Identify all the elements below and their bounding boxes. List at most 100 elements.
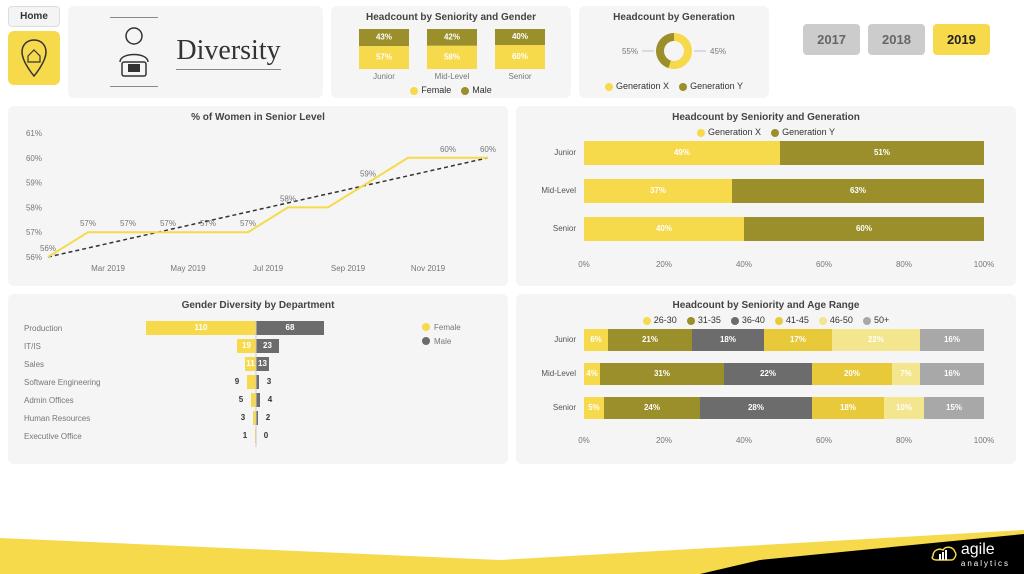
- svg-text:58%: 58%: [26, 203, 42, 212]
- svg-text:49%: 49%: [674, 148, 690, 157]
- svg-text:4%: 4%: [586, 369, 598, 378]
- svg-text:13: 13: [258, 359, 267, 368]
- svg-text:9: 9: [235, 377, 240, 386]
- svg-text:20%: 20%: [656, 260, 672, 269]
- svg-text:60%: 60%: [26, 154, 42, 163]
- avatar-icon: [110, 17, 158, 87]
- svg-text:Senior: Senior: [508, 72, 531, 81]
- svg-text:58%: 58%: [280, 194, 296, 203]
- svg-text:40%: 40%: [656, 224, 672, 233]
- svg-text:110: 110: [195, 323, 208, 332]
- svg-text:3: 3: [267, 377, 272, 386]
- svg-text:Sales: Sales: [24, 360, 44, 369]
- svg-text:37%: 37%: [650, 186, 666, 195]
- svg-text:1: 1: [243, 431, 248, 440]
- svg-text:Nov 2019: Nov 2019: [411, 264, 446, 273]
- svg-text:57%: 57%: [26, 228, 42, 237]
- svg-text:Female: Female: [434, 323, 461, 332]
- svg-text:24%: 24%: [644, 403, 660, 412]
- svg-text:16%: 16%: [944, 335, 960, 344]
- svg-text:57%: 57%: [160, 219, 176, 228]
- svg-text:61%: 61%: [26, 129, 42, 138]
- svg-text:22%: 22%: [868, 335, 884, 344]
- svg-text:43%: 43%: [376, 33, 392, 42]
- svg-text:20%: 20%: [844, 369, 860, 378]
- svg-text:59%: 59%: [26, 179, 42, 188]
- brand-logo: agile analytics: [931, 541, 1010, 568]
- svg-text:0%: 0%: [578, 260, 590, 269]
- svg-text:21%: 21%: [642, 335, 658, 344]
- year-selector: 2017 2018 2019: [777, 6, 1016, 98]
- svg-text:Sep 2019: Sep 2019: [331, 264, 366, 273]
- svg-text:68: 68: [286, 323, 295, 332]
- svg-text:Jul 2019: Jul 2019: [253, 264, 284, 273]
- svg-text:59%: 59%: [360, 170, 376, 179]
- svg-text:40%: 40%: [736, 436, 752, 445]
- seniority-age-legend: 26-3031-3536-4041-4546-5050+: [524, 315, 1008, 325]
- svg-text:60%: 60%: [856, 224, 872, 233]
- svg-text:56%: 56%: [40, 244, 56, 253]
- svg-text:17%: 17%: [790, 335, 806, 344]
- svg-text:4: 4: [268, 395, 273, 404]
- svg-text:0%: 0%: [578, 436, 590, 445]
- svg-text:0: 0: [264, 431, 269, 440]
- svg-text:Mid-Level: Mid-Level: [541, 369, 576, 378]
- year-button-2017[interactable]: 2017: [803, 24, 860, 55]
- svg-text:57%: 57%: [240, 219, 256, 228]
- svg-text:Male: Male: [434, 337, 452, 346]
- home-icon[interactable]: [8, 31, 60, 85]
- gender-dept-chart: Gender Diversity by Department Productio…: [8, 294, 508, 464]
- svg-text:18%: 18%: [840, 403, 856, 412]
- svg-text:60%: 60%: [440, 145, 456, 154]
- svg-text:56%: 56%: [26, 253, 42, 262]
- svg-text:Human Resources: Human Resources: [24, 414, 90, 423]
- svg-text:23: 23: [263, 341, 272, 350]
- generation-legend: Generation XGeneration Y: [587, 81, 761, 91]
- svg-text:Production: Production: [24, 324, 62, 333]
- year-button-2019[interactable]: 2019: [933, 24, 990, 55]
- svg-text:10%: 10%: [896, 403, 912, 412]
- svg-text:57%: 57%: [200, 219, 216, 228]
- seniority-gender-chart: Headcount by Seniority and Gender 43%57%…: [331, 6, 571, 98]
- svg-text:28%: 28%: [748, 403, 764, 412]
- svg-text:16%: 16%: [944, 369, 960, 378]
- svg-text:19: 19: [242, 341, 251, 350]
- svg-text:60%: 60%: [816, 436, 832, 445]
- svg-text:58%: 58%: [444, 53, 460, 62]
- svg-text:18%: 18%: [720, 335, 736, 344]
- svg-text:60%: 60%: [816, 260, 832, 269]
- svg-text:80%: 80%: [896, 436, 912, 445]
- svg-text:2: 2: [266, 413, 271, 422]
- home-button[interactable]: Home: [8, 6, 60, 27]
- svg-text:22%: 22%: [760, 369, 776, 378]
- svg-text:Executive Office: Executive Office: [24, 432, 82, 441]
- svg-text:7%: 7%: [900, 369, 912, 378]
- svg-text:55%: 55%: [622, 47, 638, 56]
- svg-text:6%: 6%: [590, 335, 602, 344]
- year-button-2018[interactable]: 2018: [868, 24, 925, 55]
- seniority-gender-legend: FemaleMale: [339, 85, 563, 95]
- page-title-card: Diversity: [68, 6, 323, 98]
- svg-text:Junior: Junior: [554, 335, 576, 344]
- svg-text:3: 3: [241, 413, 246, 422]
- svg-text:11: 11: [246, 359, 255, 368]
- seniority-age-chart: Headcount by Seniority and Age Range 26-…: [516, 294, 1016, 464]
- svg-text:80%: 80%: [896, 260, 912, 269]
- svg-text:42%: 42%: [444, 33, 460, 42]
- svg-text:100%: 100%: [974, 260, 994, 269]
- svg-text:Admin Offices: Admin Offices: [24, 396, 74, 405]
- seniority-generation-chart: Headcount by Seniority and Generation Ge…: [516, 106, 1016, 286]
- svg-text:Junior: Junior: [554, 148, 576, 157]
- women-senior-chart: % of Women in Senior Level 56%57%58%59%6…: [8, 106, 508, 286]
- svg-text:31%: 31%: [654, 369, 670, 378]
- svg-text:May 2019: May 2019: [170, 264, 206, 273]
- svg-text:57%: 57%: [376, 53, 392, 62]
- svg-text:20%: 20%: [656, 436, 672, 445]
- svg-text:Mar 2019: Mar 2019: [91, 264, 125, 273]
- svg-text:Senior: Senior: [553, 403, 576, 412]
- svg-text:60%: 60%: [512, 52, 528, 61]
- svg-text:63%: 63%: [850, 186, 866, 195]
- svg-text:45%: 45%: [710, 47, 726, 56]
- svg-text:Software Engineering: Software Engineering: [24, 378, 101, 387]
- generation-donut-chart: Headcount by Generation 55%45% Generatio…: [579, 6, 769, 98]
